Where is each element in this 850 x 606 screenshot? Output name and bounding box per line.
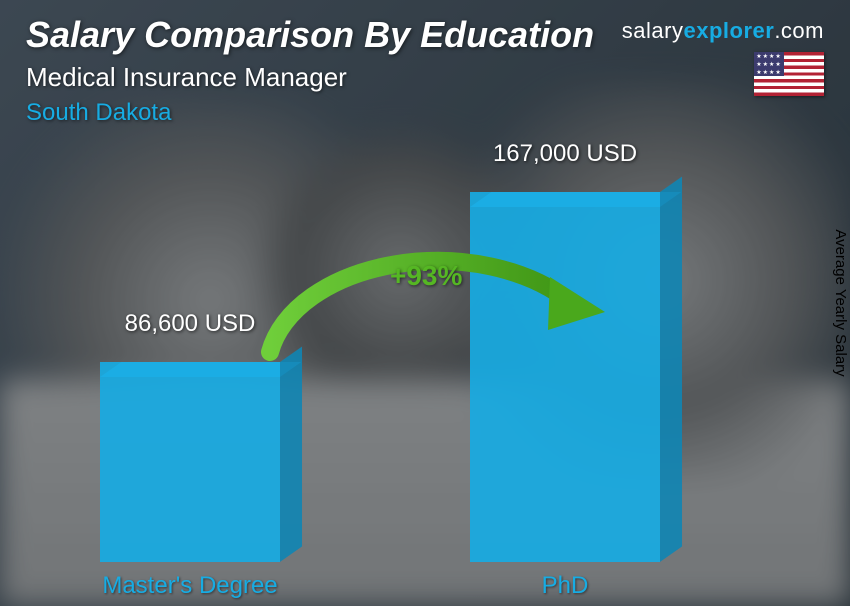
bar-0-side — [280, 347, 302, 562]
brand-block: salaryexplorer.com — [622, 18, 824, 101]
bar-value-1: 167,000 USD — [435, 140, 695, 168]
brand-word-1: salary — [622, 18, 684, 43]
brand-logo-text: salaryexplorer.com — [622, 18, 824, 44]
delta-label: +93% — [390, 260, 462, 292]
bar-category-0: Master's Degree — [60, 572, 320, 600]
bar-1 — [470, 192, 660, 562]
bar-0-front — [100, 362, 280, 562]
bar-0 — [100, 362, 280, 562]
brand-word-2: explorer — [683, 18, 774, 43]
page-location: South Dakota — [26, 99, 824, 127]
bar-1-front — [470, 192, 660, 562]
bar-category-1: PhD — [435, 572, 695, 600]
bar-value-0: 86,600 USD — [60, 310, 320, 338]
us-flag-icon — [754, 52, 824, 96]
brand-domain: .com — [774, 18, 824, 43]
chart-area: 86,600 USD Master's Degree 167,000 USD P… — [0, 150, 850, 606]
bar-1-side — [660, 177, 682, 562]
